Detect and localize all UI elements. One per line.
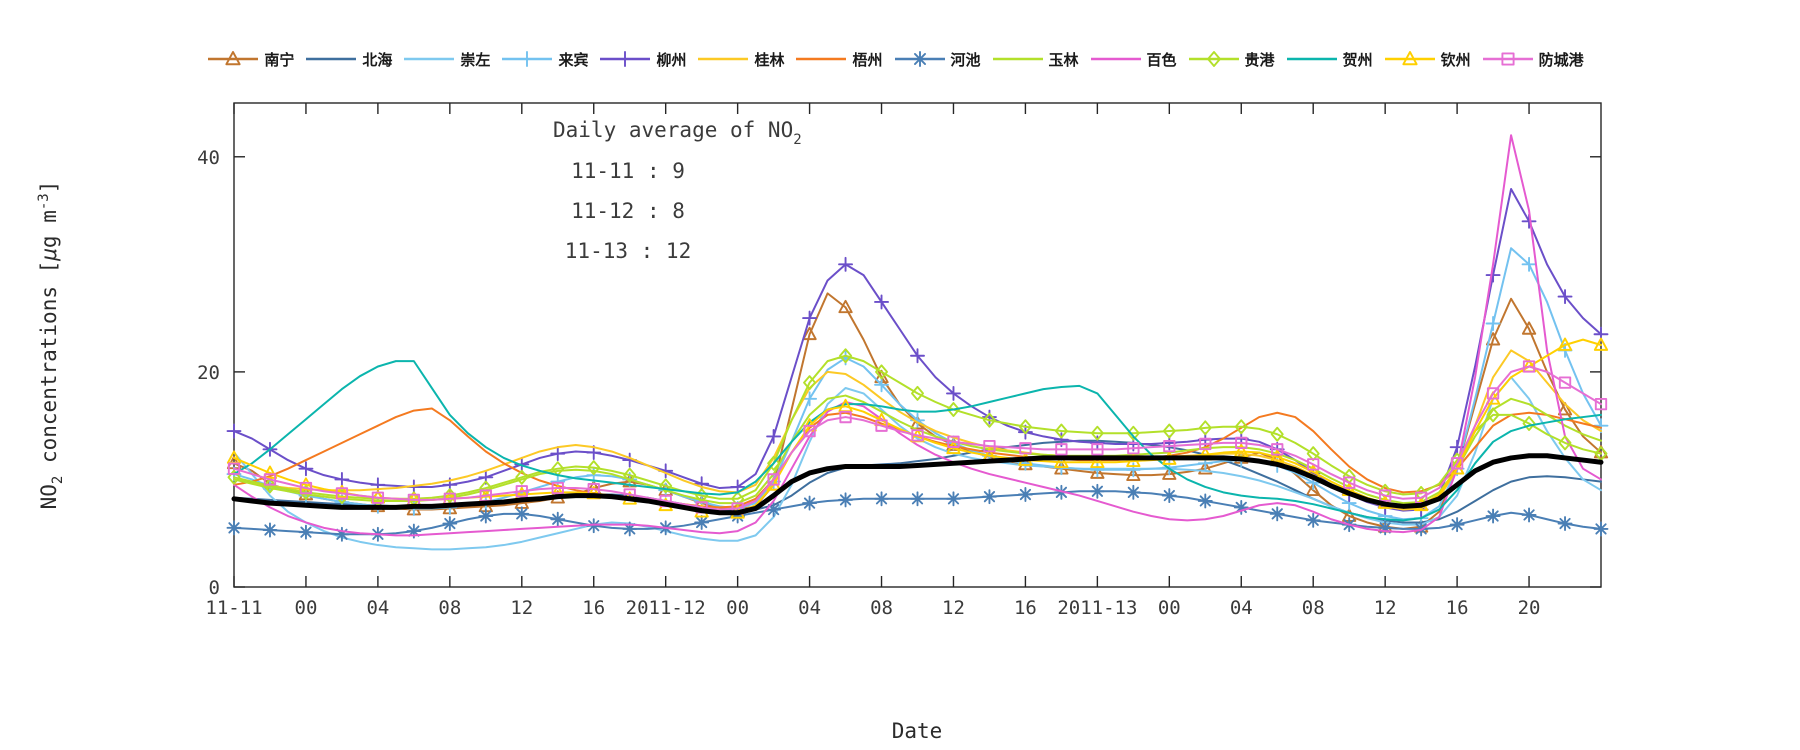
legend-swatch [208,51,259,66]
x-axis-ticks: 11-11 00 04 08 12 16 2011-12 00 04 08 12 16 2011-13 0… [205,103,1540,619]
x-tick-label: 00 [726,597,749,619]
legend-entry-8[interactable]: 玉林 [991,47,1083,71]
svg-text:NO2 concentrations [μg m-3]: NO2 concentrations [μg m-3] [36,181,66,510]
series-2 [233,376,1602,551]
y-tick-label: 20 [197,362,220,384]
legend-swatch [796,57,847,61]
legend-label: 梧州 [852,50,883,69]
y-tick-label: 0 [209,577,220,599]
legend-entry-2[interactable]: 崇左 [402,47,494,71]
legend-label: 来宾 [558,50,589,69]
series-14 [231,453,1604,516]
legend-label: 南宁 [264,50,295,69]
x-tick-label: 00 [1158,597,1181,619]
legend-swatch [1188,51,1239,67]
x-tick-label: 12 [942,597,965,619]
legend-label: 崇左 [460,50,491,69]
x-tick-label: 16 [1446,597,1469,619]
legend-swatch [306,57,357,61]
legend-swatch [1482,52,1533,66]
x-tick-label: 16 [1014,597,1037,619]
x-tick-label: 20 [1518,597,1541,619]
legend-label: 防城港 [1538,50,1584,69]
x-tick-label: 12 [1374,597,1397,619]
y-axis-title: NO2 concentrations [μg m-3] [36,181,66,510]
x-tick-label: 04 [1230,597,1253,619]
axes-frame [233,102,1602,588]
annotation-line-2: 11-11 : 9 [571,159,685,183]
series-9 [233,134,1602,537]
legend-swatch [404,57,455,61]
legend-entry-11[interactable]: 贺州 [1285,47,1377,71]
legend-label: 百色 [1146,50,1177,69]
x-tick-label: 08 [1302,597,1325,619]
series-11 [233,360,1602,522]
series-7 [226,483,1609,542]
legend-label: 河池 [950,50,981,69]
x-tick-label: 08 [438,597,461,619]
legend-label: 桂林 [754,50,785,69]
x-tick-label: 00 [295,597,318,619]
chart-annotation: Daily average of NO2 11-11 : 9 11-12 : 8… [553,118,802,263]
legend-entry-9[interactable]: 百色 [1089,47,1181,71]
series-13 [227,360,1608,515]
legend-swatch [894,51,945,67]
y-axis-ticks: 0 20 40 [197,147,1601,599]
legend-entry-5[interactable]: 桂林 [696,47,788,71]
legend-entry-12[interactable]: 钦州 [1383,47,1475,71]
legend-entry-10[interactable]: 贵港 [1187,47,1279,71]
data-series-group [226,134,1609,551]
legend-entry-13[interactable]: 防城港 [1481,47,1588,71]
annotation-line-3: 11-12 : 8 [571,199,685,223]
x-tick-label: 08 [870,597,893,619]
legend-swatch [1286,57,1337,61]
x-tick-label: 16 [582,597,605,619]
y-tick-label: 40 [197,147,220,169]
legend-entry-1[interactable]: 北海 [304,47,396,71]
x-tick-label: 2011-13 [1057,597,1137,619]
legend-swatch [992,57,1043,61]
legend-swatch [698,57,749,61]
legend-label: 北海 [362,50,393,69]
legend-label: 柳州 [656,50,687,69]
legend-entry-7[interactable]: 河池 [893,47,985,71]
x-axis-title: Date [892,719,943,743]
legend-entry-6[interactable]: 梧州 [794,47,886,71]
legend-swatch [502,51,553,67]
x-tick-label: 2011-12 [626,597,706,619]
legend-label: 钦州 [1440,50,1471,69]
chart-legend: 南宁 北海 崇左 来宾 柳州 桂林 梧州 河池 玉林 百色 贵港 贺州 钦州 防城港 [0,42,1800,76]
legend-swatch [1090,57,1141,61]
annotation-line-4: 11-13 : 12 [565,239,691,263]
legend-swatch [600,51,651,67]
annotation-line-1: Daily average of NO2 [553,118,802,148]
x-tick-label: 04 [798,597,821,619]
legend-label: 玉林 [1048,50,1079,69]
legend-label: 贵港 [1244,50,1275,69]
legend-swatch [1384,51,1435,66]
legend-label: 贺州 [1342,50,1373,69]
legend-entry-4[interactable]: 柳州 [598,47,690,71]
legend-entry-0[interactable]: 南宁 [206,47,298,71]
legend-entry-3[interactable]: 来宾 [500,47,592,71]
x-tick-label: 04 [366,597,389,619]
x-tick-label: 11-11 [205,597,262,619]
x-tick-label: 12 [510,597,533,619]
